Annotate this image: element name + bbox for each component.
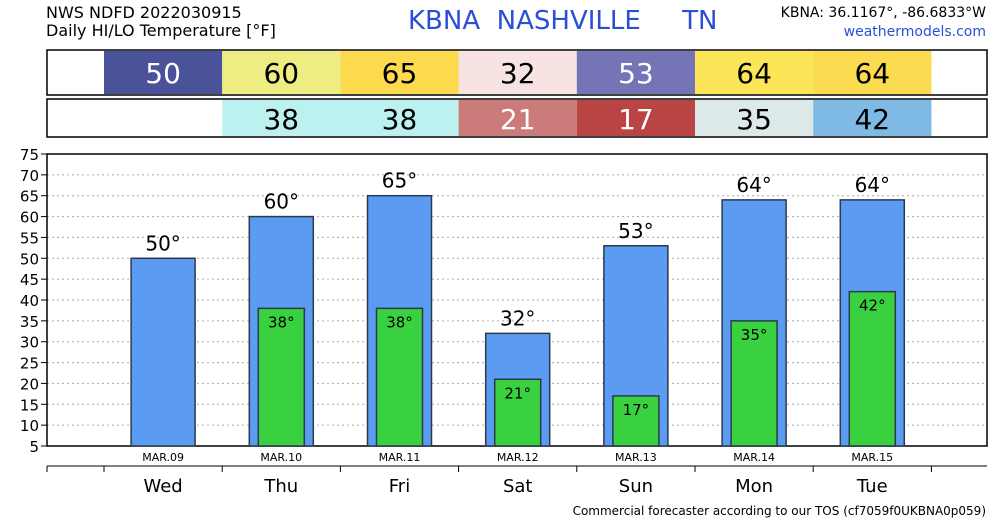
day-label: Mon (735, 476, 773, 497)
day-label: Thu (263, 476, 298, 497)
y-tick-label: 40 (20, 292, 39, 310)
product-title: NWS NDFD 2022030915 (46, 3, 242, 22)
hi-cell-value: 65 (382, 57, 418, 90)
day-label: Sat (503, 476, 533, 497)
lo-cell (222, 100, 341, 136)
y-tick-label: 25 (20, 355, 39, 373)
y-tick-label: 35 (20, 313, 39, 331)
lo-bar-label: 38° (386, 313, 413, 331)
lo-bar-label: 21° (504, 384, 531, 402)
hi-bar-label: 64° (855, 173, 890, 197)
y-tick-label: 55 (20, 229, 39, 247)
hi-cell-value: 60 (263, 57, 299, 90)
hi-cell-value: 50 (145, 57, 181, 90)
lo-cell (813, 100, 932, 136)
hi-bar-label: 53° (618, 219, 653, 243)
lo-cell (458, 100, 577, 136)
day-label: Wed (143, 476, 182, 497)
chart-subtitle: Daily HI/LO Temperature [°F] (46, 21, 276, 40)
lo-cell (695, 100, 814, 136)
header-left: NWS NDFD 2022030915 Daily HI/LO Temperat… (46, 4, 276, 40)
hi-cell-value: 64 (854, 57, 890, 90)
y-tick-label: 5 (29, 438, 39, 456)
hi-cell (458, 51, 577, 94)
y-tick-label: 75 (20, 146, 39, 164)
station-coords: KBNA: 36.1167°, -86.6833°W (780, 5, 986, 21)
hi-cell (813, 51, 932, 94)
y-tick-label: 70 (20, 167, 39, 185)
y-tick-label: 15 (20, 396, 39, 414)
date-label: MAR.13 (615, 451, 657, 464)
lo-bar-label: 35° (741, 326, 768, 344)
y-tick-label: 10 (20, 417, 39, 435)
y-tick-label: 60 (20, 209, 39, 227)
hi-cell (222, 51, 341, 94)
lo-bar-label: 38° (268, 313, 295, 331)
day-label: Tue (856, 476, 888, 497)
hi-cell (104, 51, 223, 94)
hi-cell (340, 51, 459, 94)
date-label: MAR.14 (733, 451, 775, 464)
day-label: Fri (389, 476, 410, 497)
lo-bar (375, 307, 424, 447)
hi-bar-label: 60° (264, 190, 299, 214)
station-title: KBNA NASHVILLE TN (408, 6, 718, 36)
day-label: Sun (619, 476, 653, 497)
site-link[interactable]: weathermodels.com (843, 24, 986, 40)
date-label: MAR.10 (260, 451, 302, 464)
hi-cell-value: 53 (618, 57, 654, 90)
lo-bar-label: 17° (623, 401, 650, 419)
y-tick-label: 50 (20, 250, 39, 268)
lo-cell-value: 38 (263, 103, 299, 136)
footer-note: Commercial forecaster according to our T… (572, 504, 986, 518)
lo-cell-value: 17 (618, 103, 654, 136)
hi-bar-label: 32° (500, 306, 535, 330)
lo-bar (612, 395, 660, 447)
hi-cell (576, 51, 695, 94)
lo-bar-label: 42° (859, 297, 886, 315)
lo-bar (257, 307, 306, 447)
lo-bar (848, 290, 897, 447)
lo-bar (493, 378, 542, 447)
hi-cell (695, 51, 814, 94)
y-tick-label: 20 (20, 375, 39, 393)
lo-bar (730, 320, 778, 447)
lo-cell (340, 100, 459, 136)
date-label: MAR.15 (851, 451, 893, 464)
lo-cell-value: 35 (736, 103, 772, 136)
hi-bar (130, 257, 196, 447)
hi-cell-value: 64 (736, 57, 772, 90)
lo-cell-value: 42 (854, 103, 890, 136)
date-label: MAR.11 (379, 451, 421, 464)
hi-cell-value: 32 (500, 57, 536, 90)
y-tick-label: 45 (20, 271, 39, 289)
hi-bar-label: 65° (382, 169, 417, 193)
hi-bar-label: 64° (736, 173, 771, 197)
date-label: MAR.12 (497, 451, 539, 464)
date-label: MAR.09 (142, 451, 184, 464)
lo-cell-value: 21 (500, 103, 536, 136)
y-tick-label: 30 (20, 334, 39, 352)
header-right: KBNA: 36.1167°, -86.6833°W weathermodels… (781, 4, 986, 42)
lo-cell-value: 38 (382, 103, 418, 136)
lo-cell (576, 100, 695, 136)
hi-bar-label: 50° (145, 231, 180, 255)
y-tick-label: 65 (20, 188, 39, 206)
